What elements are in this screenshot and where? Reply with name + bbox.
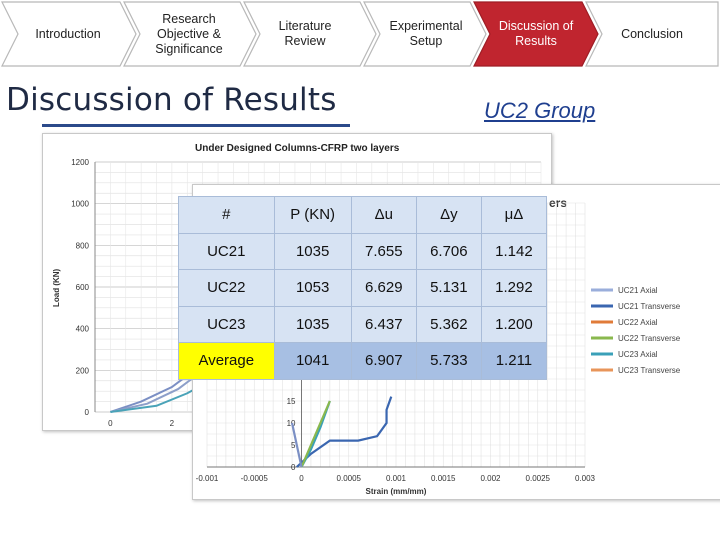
cell-ductility: 1.292 — [480, 269, 548, 307]
nav-step-experimental[interactable]: Experimental Setup — [389, 19, 463, 48]
header-delta-u: Δu — [350, 196, 417, 234]
header-load: P (KN) — [273, 196, 352, 234]
x-tick-label: 0.003 — [575, 474, 596, 483]
header-delta-y: Δy — [415, 196, 482, 234]
legend-label: UC21 Transverse — [618, 302, 681, 311]
table-row: UC23 1035 6.437 5.362 1.200 — [178, 305, 548, 343]
x-tick-label: -0.001 — [196, 474, 219, 483]
y-tick-label: 400 — [76, 325, 90, 334]
nav-step-objective-shape[interactable] — [123, 1, 257, 67]
x-tick-label: 2 — [170, 419, 175, 428]
nav-step-introduction[interactable]: Introduction — [35, 26, 101, 41]
x-tick-label: 0 — [108, 419, 113, 428]
nav-step-introduction-shape[interactable] — [1, 1, 137, 67]
cell-ductility: 1.200 — [480, 305, 548, 343]
nav-step-experimental-shape[interactable] — [363, 1, 487, 67]
y-axis-label: Load (KN) — [52, 268, 61, 307]
series-line — [300, 400, 331, 468]
cell-ductility: 1.142 — [480, 232, 548, 270]
series-line — [296, 396, 393, 468]
y-tick-label: 200 — [76, 366, 90, 375]
nav-step-conclusion[interactable]: Conclusion — [621, 26, 683, 41]
cell-ductility: 1.211 — [480, 342, 548, 380]
x-axis-label: Strain (mm/mm) — [366, 487, 427, 496]
y-tick-label: 15 — [287, 397, 296, 406]
cell-load: 1041 — [273, 342, 352, 380]
cell-delta-u: 6.907 — [350, 342, 417, 380]
cell-id: UC23 — [178, 305, 275, 343]
results-table: # P (KN) Δu Δy μΔ UC21 1035 7.655 6.706 … — [178, 196, 548, 380]
cell-load: 1035 — [273, 305, 352, 343]
series-line — [290, 422, 303, 468]
cell-id: Average — [178, 342, 275, 380]
table-row: UC22 1053 6.629 5.131 1.292 — [178, 269, 548, 307]
cell-delta-u: 7.655 — [350, 232, 417, 270]
table-row-average: Average 1041 6.907 5.733 1.211 — [178, 342, 548, 380]
legend-label: UC21 Axial — [618, 286, 658, 295]
cell-delta-y: 5.733 — [415, 342, 482, 380]
table-header-row: # P (KN) Δu Δy μΔ — [178, 196, 548, 234]
nav-step-literature[interactable]: Literature Review — [278, 19, 332, 48]
x-tick-label: 0.001 — [386, 474, 407, 483]
title-underline — [42, 124, 350, 127]
nav-step-discussion-shape[interactable] — [473, 1, 599, 67]
cell-delta-y: 6.706 — [415, 232, 482, 270]
nav-step-conclusion-shape[interactable] — [585, 1, 719, 67]
x-tick-label: 0.002 — [480, 474, 501, 483]
cell-delta-y: 5.362 — [415, 305, 482, 343]
cell-load: 1035 — [273, 232, 352, 270]
y-tick-label: 0 — [291, 463, 296, 472]
x-tick-label: -0.0005 — [241, 474, 269, 483]
legend-label: UC22 Axial — [618, 318, 658, 327]
y-tick-label: 1000 — [71, 200, 89, 209]
x-tick-label: 0.0015 — [431, 474, 456, 483]
x-tick-label: 0.0025 — [526, 474, 551, 483]
nav-step-literature-shape[interactable] — [243, 1, 377, 67]
y-tick-label: 600 — [76, 283, 90, 292]
y-tick-label: 5 — [291, 441, 296, 450]
progress-nav — [1, 1, 719, 67]
cell-delta-y: 5.131 — [415, 269, 482, 307]
nav-step-objective[interactable]: Research Objective & Significance — [155, 11, 223, 56]
chart-title: Under Designed Columns-CFRP two layers — [195, 143, 400, 154]
y-tick-label: 1200 — [71, 158, 89, 167]
x-tick-label: 0.0005 — [337, 474, 362, 483]
nav-step-discussion[interactable]: Discussion of Results — [498, 19, 574, 48]
y-tick-label: 800 — [76, 241, 90, 250]
cell-id: UC22 — [178, 269, 275, 307]
group-label: UC2 Group — [484, 98, 596, 123]
cell-id: UC21 — [178, 232, 275, 270]
x-tick-label: 0 — [299, 474, 304, 483]
cell-load: 1053 — [273, 269, 352, 307]
header-id: # — [178, 196, 275, 234]
legend-label: UC23 Transverse — [618, 366, 681, 375]
cell-delta-u: 6.437 — [350, 305, 417, 343]
legend-label: UC22 Transverse — [618, 334, 681, 343]
cell-delta-u: 6.629 — [350, 269, 417, 307]
header-ductility: μΔ — [480, 196, 548, 234]
table-row: UC21 1035 7.655 6.706 1.142 — [178, 232, 548, 270]
legend-label: UC23 Axial — [618, 350, 658, 359]
y-tick-label: 0 — [85, 408, 90, 417]
page-title: Discussion of Results — [6, 82, 337, 118]
